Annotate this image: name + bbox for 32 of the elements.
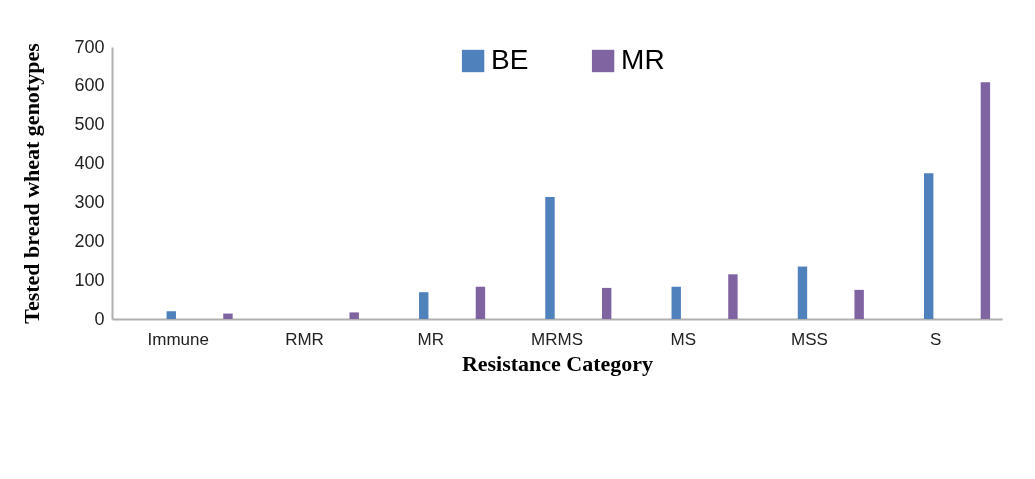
y-tick-label: 300 bbox=[74, 191, 105, 212]
y-tick-label: 0 bbox=[94, 308, 105, 329]
bar bbox=[854, 289, 864, 319]
bar bbox=[601, 287, 612, 319]
bar bbox=[166, 311, 176, 319]
bar bbox=[980, 82, 991, 319]
x-tick-label: MSS bbox=[791, 329, 828, 349]
bar bbox=[797, 266, 808, 319]
x-tick-label: RMR bbox=[285, 329, 324, 349]
x-tick-label: MRMS bbox=[531, 329, 583, 349]
x-tick-label: S bbox=[930, 329, 942, 349]
legend-label: BE bbox=[491, 44, 529, 75]
bar bbox=[349, 312, 359, 319]
x-axis-title: Resistance Category bbox=[461, 350, 654, 376]
y-axis-title: Tested bread wheat genotypes bbox=[19, 42, 45, 324]
y-tick-label: 500 bbox=[74, 114, 105, 135]
x-tick-label: Immune bbox=[147, 329, 209, 349]
x-tick-label: MS bbox=[670, 329, 696, 349]
bar bbox=[671, 286, 681, 319]
legend-label: MR bbox=[621, 44, 665, 75]
y-tick-label: 400 bbox=[74, 153, 105, 174]
y-tick-label: 700 bbox=[74, 36, 105, 57]
x-tick-label: MR bbox=[417, 329, 444, 349]
bar bbox=[545, 196, 555, 319]
bar bbox=[728, 274, 738, 319]
y-tick-label: 600 bbox=[74, 75, 105, 96]
y-tick-label: 100 bbox=[74, 269, 105, 290]
bar bbox=[419, 292, 429, 319]
bar bbox=[924, 173, 934, 319]
y-tick-label: 200 bbox=[74, 230, 105, 251]
bar bbox=[223, 313, 233, 319]
bar bbox=[475, 286, 486, 319]
